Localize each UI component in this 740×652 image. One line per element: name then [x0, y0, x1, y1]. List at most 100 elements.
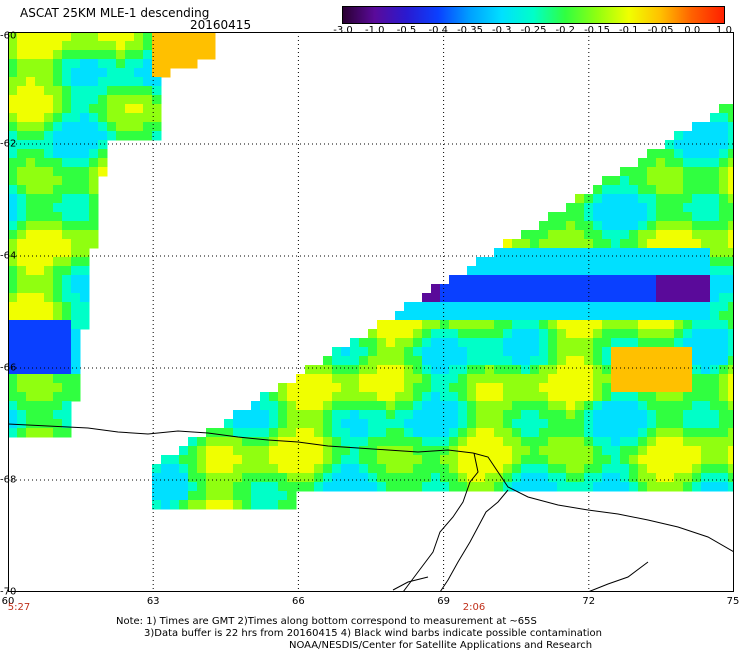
swath-cell: [584, 374, 594, 384]
swath-cell: [647, 428, 657, 438]
swath-cell: [17, 428, 27, 438]
swath-cell: [269, 500, 279, 510]
swath-cell: [26, 212, 36, 222]
swath-cell: [674, 185, 684, 195]
swath-cell: [53, 122, 63, 132]
swath-cell: [548, 239, 558, 249]
swath-cell: [728, 212, 734, 222]
swath-cell: [404, 320, 414, 330]
swath-cell: [35, 257, 45, 267]
swath-cell: [611, 302, 621, 312]
swath-cell: [503, 392, 513, 402]
swath-cell: [161, 464, 171, 474]
swath-cell: [152, 113, 162, 123]
swath-cell: [494, 347, 504, 357]
swath-cell: [539, 248, 549, 258]
swath-cell: [719, 149, 729, 159]
swath-cell: [134, 32, 144, 42]
swath-cell: [701, 374, 711, 384]
swath-cell: [611, 212, 621, 222]
swath-cell: [584, 401, 594, 411]
swath-cell: [26, 221, 36, 231]
swath-cell: [719, 419, 729, 429]
swath-cell: [62, 410, 72, 420]
swath-cell: [377, 482, 387, 492]
swath-cell: [17, 68, 27, 78]
swath-cell: [386, 401, 396, 411]
swath-cell: [359, 428, 369, 438]
swath-cell: [728, 104, 734, 114]
swath-cell: [476, 257, 486, 267]
swath-cell: [89, 176, 99, 186]
swath-cell: [656, 158, 666, 168]
latitude-tick-label: -62: [0, 138, 17, 150]
time-label-left: 5:27: [7, 602, 31, 613]
swath-cell: [530, 293, 540, 303]
swath-cell: [395, 392, 405, 402]
swath-cell: [152, 473, 162, 483]
swath-cell: [332, 437, 342, 447]
swath-cell: [692, 401, 702, 411]
swath-cell: [674, 239, 684, 249]
swath-cell: [485, 329, 495, 339]
swath-cell: [494, 437, 504, 447]
swath-cell: [629, 302, 639, 312]
swath-cell: [8, 356, 18, 366]
swath-cell: [638, 455, 648, 465]
swath-cell: [728, 275, 734, 285]
swath-cell: [89, 149, 99, 159]
swath-cell: [395, 347, 405, 357]
swath-cell: [494, 428, 504, 438]
swath-cell: [17, 230, 27, 240]
swath-cell: [692, 365, 702, 375]
swath-cell: [512, 482, 522, 492]
swath-cell: [692, 383, 702, 393]
swath-cell: [647, 437, 657, 447]
swath-cell: [521, 482, 531, 492]
swath-cell: [557, 482, 567, 492]
swath-cell: [404, 428, 414, 438]
swath-cell: [719, 392, 729, 402]
swath-cell: [476, 401, 486, 411]
swath-cell: [305, 401, 315, 411]
swath-cell: [449, 320, 459, 330]
swath-cell: [62, 347, 72, 357]
swath-cell: [575, 320, 585, 330]
lat-lon-grid: [8, 32, 734, 592]
swath-cell: [323, 455, 333, 465]
swath-cell: [89, 194, 99, 204]
swath-cell: [206, 32, 216, 42]
swath-cell: [251, 419, 261, 429]
swath-cell: [539, 428, 549, 438]
swath-cell: [692, 320, 702, 330]
swath-cell: [359, 347, 369, 357]
coastline: [392, 576, 429, 591]
swath-cell: [458, 293, 468, 303]
swath-cell: [503, 410, 513, 420]
swath-cell: [647, 194, 657, 204]
swath-cell: [611, 347, 621, 357]
swath-cell: [548, 257, 558, 267]
swath-cell: [656, 437, 666, 447]
swath-cell: [611, 185, 621, 195]
swath-cell: [656, 419, 666, 429]
swath-cell: [44, 329, 54, 339]
swath-cell: [728, 329, 734, 339]
swath-cell: [593, 293, 603, 303]
swath-cell: [8, 248, 18, 258]
color-scale-tick-label: -0.25: [520, 25, 547, 36]
swath-cell: [674, 284, 684, 294]
swath-cell: [440, 428, 450, 438]
swath-cell: [80, 194, 90, 204]
swath-cell: [395, 410, 405, 420]
swath-cell: [539, 455, 549, 465]
swath-cell: [368, 356, 378, 366]
swath-cell: [242, 491, 252, 501]
swath-cell: [575, 329, 585, 339]
swath-cell: [584, 365, 594, 375]
swath-cell: [98, 86, 108, 96]
swath-cell: [593, 419, 603, 429]
swath-cell: [512, 383, 522, 393]
swath-cell: [269, 437, 279, 447]
swath-cell: [161, 491, 171, 501]
